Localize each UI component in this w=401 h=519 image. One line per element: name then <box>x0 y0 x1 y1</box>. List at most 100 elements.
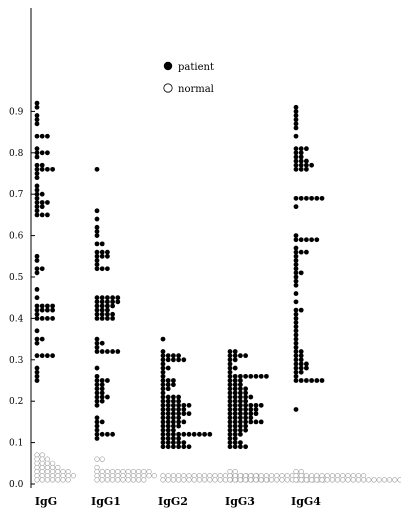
data-point-patient-igg1 <box>94 382 100 388</box>
data-point-patient-igg2 <box>171 411 176 417</box>
data-point-patient-igg2 <box>160 349 166 354</box>
data-point-patient-igg2 <box>176 411 182 417</box>
data-point-patient-igg4 <box>293 324 299 330</box>
data-point-patient-igg3 <box>227 365 233 371</box>
data-point-patient-igg3 <box>238 419 243 425</box>
data-point-normal-igg4 <box>293 477 299 483</box>
data-point-patient-igg1 <box>94 307 100 313</box>
data-point-patient-igg <box>34 336 40 342</box>
data-point-patient-igg1 <box>110 316 115 321</box>
data-point-patient-igg3 <box>227 361 233 367</box>
data-point-patient-igg4 <box>298 270 304 276</box>
data-point-patient-igg3 <box>253 402 259 408</box>
data-point-normal-igg1 <box>104 477 110 483</box>
data-point-patient-igg1 <box>110 349 115 354</box>
data-point-patient-igg3 <box>232 349 238 354</box>
data-point-patient-igg4 <box>293 154 299 160</box>
y-tick-label: 0.2 <box>9 397 23 407</box>
data-point-patient-igg2 <box>176 398 182 404</box>
data-point-patient-igg3 <box>238 378 243 383</box>
data-point-patient-igg3 <box>232 427 238 433</box>
data-point-patient-igg2 <box>165 427 171 433</box>
data-point-patient-igg1 <box>94 266 100 272</box>
data-point-patient-igg <box>34 104 40 110</box>
data-point-patient-igg1 <box>94 253 100 259</box>
data-point-normal-igg4 <box>329 477 336 483</box>
data-point-patient-igg4 <box>298 349 304 354</box>
data-point-patient-igg1 <box>99 419 105 425</box>
data-point-patient-igg1 <box>94 241 100 247</box>
data-point-patient-igg1 <box>105 253 110 259</box>
data-point-patient-igg2 <box>160 398 166 404</box>
data-point-patient-igg1 <box>99 303 105 309</box>
data-point-patient-igg <box>50 353 55 359</box>
data-point-normal-igg2 <box>176 477 182 483</box>
data-point-patient-igg4 <box>293 316 299 321</box>
data-point-patient-igg3 <box>227 431 233 437</box>
data-point-patient-igg1 <box>94 344 100 350</box>
data-point-patient-igg <box>39 133 45 139</box>
data-point-normal-igg4 <box>397 477 401 483</box>
data-point-normal-igg1 <box>136 477 142 483</box>
data-point-normal-igg4 <box>314 477 320 483</box>
data-point-normal-igg3 <box>243 477 249 483</box>
data-point-patient-igg3 <box>238 440 243 445</box>
data-point-patient-igg1 <box>110 431 115 437</box>
data-point-patient-igg4 <box>293 258 299 263</box>
data-point-patient-igg4 <box>293 282 299 288</box>
data-point-patient-igg2 <box>165 378 171 383</box>
data-point-patient-igg3 <box>253 419 259 425</box>
data-point-patient-igg4 <box>293 369 299 375</box>
data-point-patient-igg <box>39 303 45 309</box>
data-point-patient-igg <box>34 200 40 205</box>
data-point-patient-igg <box>45 212 50 218</box>
data-point-patient-igg4 <box>293 125 299 131</box>
data-point-patient-igg <box>39 200 45 205</box>
category-labels: IgG IgG1 IgG2 IgG3 IgG4 <box>35 495 321 508</box>
data-point-patient-igg3 <box>248 411 254 417</box>
data-point-patient-igg1 <box>94 303 100 309</box>
data-point-patient-igg1 <box>94 299 100 305</box>
data-point-patient-igg1 <box>105 295 110 301</box>
data-point-patient-igg3 <box>243 407 249 412</box>
category-label-igg2: IgG2 <box>158 495 188 508</box>
data-point-normal-igg4 <box>392 477 398 483</box>
data-point-patient-igg1 <box>94 423 100 429</box>
data-point-patient-igg2 <box>191 431 197 437</box>
data-point-patient-igg3 <box>232 431 238 437</box>
data-point-patient-igg1 <box>99 382 105 388</box>
data-point-patient-igg1 <box>99 299 105 305</box>
data-point-patient-igg3 <box>238 373 243 379</box>
data-point-patient-igg1 <box>94 340 100 346</box>
data-point-patient-igg <box>34 212 40 218</box>
data-point-patient-igg1 <box>99 295 105 301</box>
data-point-normal-igg3 <box>284 477 290 483</box>
data-point-patient-igg <box>34 378 40 383</box>
data-point-patient-igg4 <box>304 365 309 371</box>
data-point-patient-igg1 <box>115 295 121 301</box>
data-point-patient-igg4 <box>309 237 314 243</box>
data-point-patient-igg2 <box>165 436 171 441</box>
data-point-patient-igg2 <box>160 365 166 371</box>
data-point-patient-igg1 <box>94 166 100 172</box>
data-point-patient-igg <box>50 166 55 172</box>
data-point-patient-igg3 <box>243 444 249 450</box>
data-point-patient-igg3 <box>227 419 233 425</box>
data-point-patient-igg3 <box>243 390 249 396</box>
data-point-patient-igg1 <box>99 307 105 313</box>
data-point-patient-igg3 <box>264 373 269 379</box>
data-point-patient-igg2 <box>160 361 166 367</box>
data-point-patient-igg <box>34 303 40 309</box>
data-point-patient-igg3 <box>243 386 249 392</box>
data-point-patient-igg3 <box>227 436 233 441</box>
data-point-patient-igg2 <box>176 394 182 400</box>
data-point-patient-igg3 <box>227 357 233 363</box>
data-point-normal-igg4 <box>324 477 330 483</box>
data-point-patient-igg1 <box>99 394 105 400</box>
data-point-patient-igg3 <box>232 415 238 421</box>
data-point-patient-igg2 <box>165 415 171 421</box>
data-point-patient-igg2 <box>171 382 176 388</box>
data-point-patient-igg4 <box>293 109 299 114</box>
data-point-normal-igg1 <box>99 477 105 483</box>
data-point-patient-igg4 <box>293 336 299 342</box>
